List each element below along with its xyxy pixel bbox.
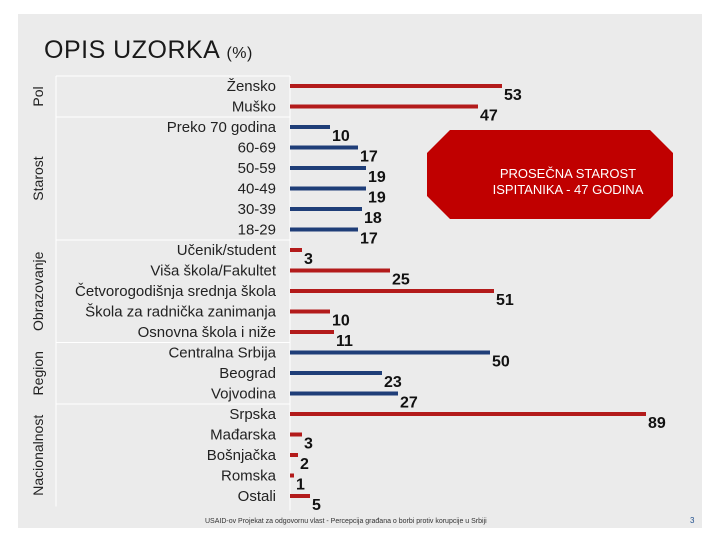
bar <box>290 166 366 170</box>
value-label: 2 <box>300 456 309 473</box>
value-label: 17 <box>360 149 378 166</box>
bar <box>290 432 302 437</box>
category-label: Romska <box>221 468 277 485</box>
group-label: Starost <box>30 156 46 200</box>
group-label: Pol <box>30 86 46 106</box>
bar <box>290 268 390 273</box>
bar <box>290 104 478 109</box>
bar <box>290 248 302 252</box>
title-unit: (%) <box>226 45 253 62</box>
category-label: Osnovna škola i niže <box>138 324 276 341</box>
value-label: 3 <box>304 251 313 268</box>
category-label: Bošnjačka <box>207 447 277 464</box>
value-label: 47 <box>480 108 498 125</box>
bar <box>290 84 502 88</box>
bar <box>290 330 334 334</box>
category-label: Žensko <box>227 78 276 95</box>
category-label: Učenik/student <box>177 242 277 259</box>
category-label: 40-49 <box>238 181 276 198</box>
value-label: 11 <box>336 333 353 350</box>
bar <box>290 473 294 478</box>
value-label: 1 <box>296 477 305 494</box>
category-label: 50-59 <box>238 160 276 177</box>
page-title: OPIS UZORKA (%) <box>44 36 253 65</box>
callout-octagon <box>427 130 673 219</box>
callout-line2: ISPITANIKA - 47 GODINA <box>493 182 644 197</box>
bar <box>290 186 366 191</box>
value-label: 17 <box>360 231 378 248</box>
category-label: Mađarska <box>210 427 277 444</box>
bar <box>290 289 494 293</box>
bar <box>290 309 330 314</box>
value-label: 18 <box>364 210 382 227</box>
value-label: 10 <box>332 313 350 330</box>
bar <box>290 412 646 416</box>
value-label: 23 <box>384 374 402 391</box>
value-label: 51 <box>496 292 514 309</box>
value-label: 19 <box>368 190 386 207</box>
value-label: 25 <box>392 272 410 289</box>
bar <box>290 391 398 396</box>
category-label: 60-69 <box>238 140 276 157</box>
group-label: Region <box>30 351 46 395</box>
category-label: 30-39 <box>238 201 276 218</box>
category-label: Centralna Srbija <box>168 345 276 362</box>
bar <box>290 207 362 211</box>
value-label: 10 <box>332 128 350 145</box>
value-label: 53 <box>504 87 522 104</box>
bar <box>290 145 358 150</box>
callout-line1: PROSEČNA STAROST <box>500 166 636 181</box>
footer-text: USAID-ov Projekat za odgovornu vlast - P… <box>205 518 487 525</box>
group-label: Nacionalnost <box>30 415 46 496</box>
category-label: Beograd <box>219 365 276 382</box>
group-label: Obrazovanje <box>30 251 46 331</box>
category-label: Viša škola/Fakultet <box>150 263 276 280</box>
value-label: 89 <box>648 415 666 432</box>
bar <box>290 125 330 129</box>
bar <box>290 371 382 375</box>
category-label: Četvorogodišnja srednja škola <box>75 283 277 300</box>
value-label: 50 <box>492 354 510 371</box>
category-label: Srpska <box>229 406 276 423</box>
value-label: 3 <box>304 436 313 453</box>
bar <box>290 350 490 355</box>
bar <box>290 453 298 457</box>
category-label: Muško <box>232 99 276 116</box>
category-label: Škola za radnička zanimanja <box>85 304 277 321</box>
title-text: OPIS UZORKA <box>44 36 219 64</box>
bar <box>290 227 358 232</box>
bar <box>290 494 310 498</box>
category-label: 18-29 <box>238 222 276 239</box>
value-label: 19 <box>368 169 386 186</box>
page-number: 3 <box>690 516 695 525</box>
category-label: Vojvodina <box>211 386 277 403</box>
category-label: Ostali <box>238 488 276 505</box>
category-label: Preko 70 godina <box>167 119 277 136</box>
value-label: 27 <box>400 395 418 412</box>
value-label: 5 <box>312 497 321 514</box>
